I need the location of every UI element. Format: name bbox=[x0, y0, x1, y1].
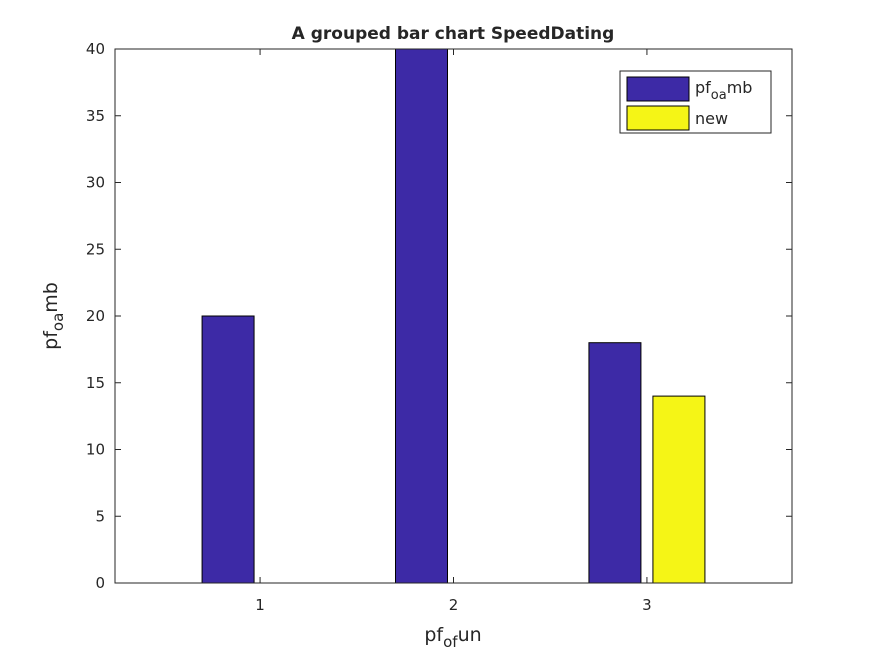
x-tick-label-3: 3 bbox=[642, 596, 652, 614]
y-axis: 0 5 10 15 20 25 30 35 40 bbox=[86, 40, 792, 592]
legend-swatch-series-1 bbox=[626, 76, 690, 102]
y-tick-label-30: 30 bbox=[86, 174, 105, 192]
legend-label-series-1-tail: mb bbox=[727, 78, 753, 97]
x-axis-label-tail: un bbox=[458, 624, 482, 646]
y-tick-label-35: 35 bbox=[86, 107, 105, 125]
y-axis-label: pfoamb bbox=[40, 282, 67, 350]
bars-layer bbox=[201, 48, 706, 584]
bar-series-2-cat-3 bbox=[652, 395, 706, 584]
legend-label-series-2: new bbox=[695, 109, 728, 128]
y-tick-label-0: 0 bbox=[95, 574, 105, 592]
bar-series-1-cat-1 bbox=[201, 315, 255, 584]
y-tick-label-10: 10 bbox=[86, 441, 105, 459]
legend-label-series-1-sub: oa bbox=[711, 88, 727, 103]
y-axis-label-base: pf bbox=[40, 330, 62, 350]
x-axis-label-base: pf bbox=[424, 624, 444, 646]
y-tick-label-15: 15 bbox=[86, 374, 105, 392]
legend: pfoamb new bbox=[619, 70, 772, 134]
legend-label-series-1: pfoamb bbox=[695, 78, 752, 103]
x-axis-label: pfofun bbox=[424, 624, 481, 651]
y-axis-label-tail: mb bbox=[40, 282, 62, 313]
x-tick-label-1: 1 bbox=[255, 596, 265, 614]
y-tick-label-25: 25 bbox=[86, 240, 105, 258]
chart-title: A grouped bar chart SpeedDating bbox=[292, 24, 615, 44]
y-tick-label-40: 40 bbox=[86, 40, 105, 58]
y-axis-label-sub: oa bbox=[49, 313, 67, 331]
bar-series-1-cat-3 bbox=[588, 342, 642, 584]
y-tick-label-5: 5 bbox=[95, 507, 105, 525]
x-tick-label-2: 2 bbox=[449, 596, 459, 614]
bar-series-1-cat-2 bbox=[395, 48, 448, 584]
y-tick-label-20: 20 bbox=[86, 307, 105, 325]
legend-swatch-series-2 bbox=[626, 105, 690, 131]
x-axis-label-sub: of bbox=[443, 633, 458, 651]
legend-label-series-1-base: pf bbox=[695, 78, 711, 97]
x-axis: 1 2 3 bbox=[255, 49, 652, 614]
